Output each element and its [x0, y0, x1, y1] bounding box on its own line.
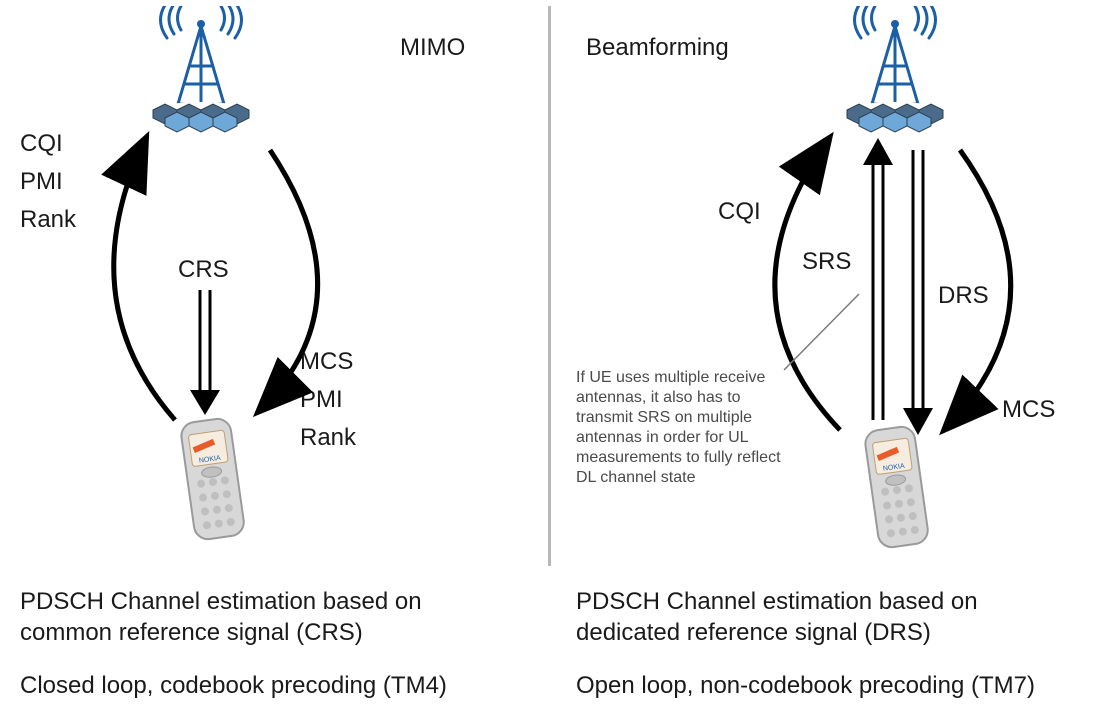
left-rank-label: Rank	[20, 206, 76, 234]
left-caption-2: Closed loop, codebook precoding (TM4)	[20, 670, 520, 701]
right-drs-label: DRS	[938, 282, 989, 310]
left-pmi-down-label: PMI	[300, 386, 343, 414]
left-cqi-label: CQI	[20, 130, 63, 158]
base-station-right	[820, 6, 970, 139]
right-caption-1: PDSCH Channel estimation based on dedica…	[576, 586, 1076, 648]
beamforming-header: Beamforming	[586, 34, 729, 62]
left-mcs-label: MCS	[300, 348, 353, 376]
left-crs-label: CRS	[178, 256, 229, 284]
right-caption-2: Open loop, non-codebook precoding (TM7)	[576, 670, 1096, 701]
left-caption-1: PDSCH Channel estimation based on common…	[20, 586, 520, 648]
mimo-header: MIMO	[400, 34, 465, 62]
left-rank-down-label: Rank	[300, 424, 356, 452]
right-cqi-label: CQI	[718, 198, 761, 226]
right-mcs-label: MCS	[1002, 396, 1055, 424]
left-pmi-label: PMI	[20, 168, 63, 196]
srs-note: If UE uses multiple receive antennas, it…	[576, 368, 796, 488]
base-station-left	[126, 6, 276, 139]
phone-right: NOKIA	[852, 420, 942, 565]
right-srs-label: SRS	[802, 248, 851, 276]
panel-divider	[548, 6, 551, 566]
phone-left: NOKIA	[168, 412, 258, 557]
